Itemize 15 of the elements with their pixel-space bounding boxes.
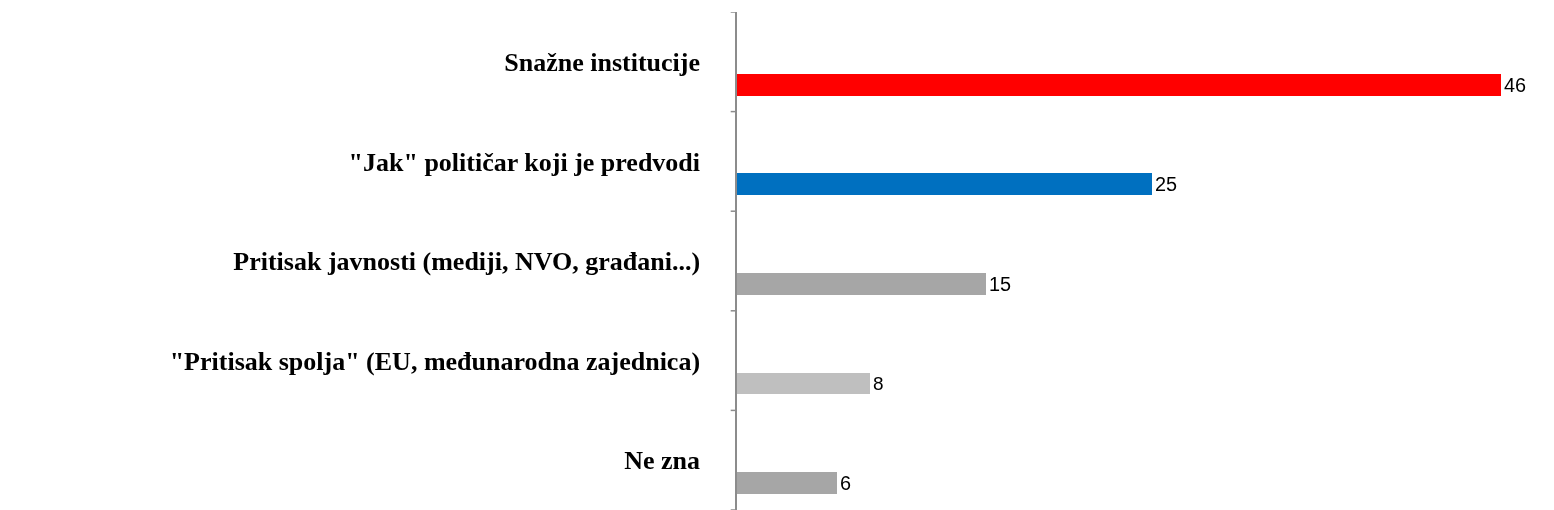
- y-tick-label: Ne zna: [624, 446, 701, 476]
- y-tick-label: Snažne institucije: [504, 47, 701, 77]
- data-label: 46: [1504, 73, 1527, 96]
- bar: [737, 472, 837, 494]
- bar: [737, 173, 1152, 195]
- bar: [737, 74, 1501, 96]
- y-tick-label: "Pritisak spolja" (EU, međunarodna zajednica): [169, 346, 701, 376]
- data-label: 8: [873, 372, 884, 394]
- data-label: 25: [1155, 172, 1178, 195]
- data-label: 6: [840, 471, 852, 494]
- bar: [737, 373, 870, 394]
- bar: [737, 273, 986, 295]
- y-tick-label: "Jak" političar koji je predvodi: [348, 147, 701, 177]
- data-label: 15: [989, 272, 1012, 295]
- y-tick-label: Pritisak javnosti (mediji, NVO, građani...): [233, 247, 701, 277]
